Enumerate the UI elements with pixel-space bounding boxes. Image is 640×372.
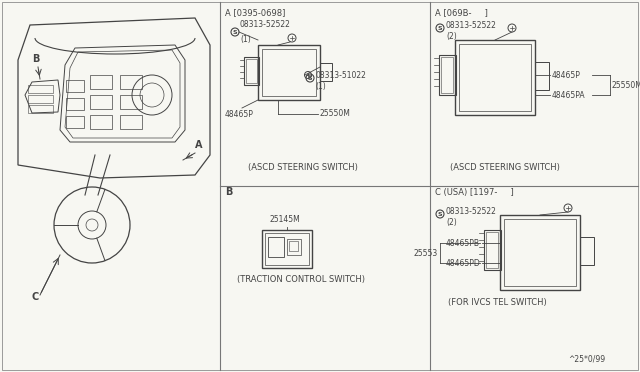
Text: (TRACTION CONTROL SWITCH): (TRACTION CONTROL SWITCH) <box>237 275 365 284</box>
Text: 25550M: 25550M <box>320 109 351 119</box>
Text: S: S <box>308 76 312 80</box>
Bar <box>439 55 456 95</box>
Bar <box>268 237 284 257</box>
Text: 25553: 25553 <box>413 248 438 257</box>
Text: (ASCD STEERING SWITCH): (ASCD STEERING SWITCH) <box>450 163 560 172</box>
Bar <box>441 57 453 93</box>
Text: S: S <box>233 29 237 35</box>
Text: B: B <box>32 54 40 64</box>
Bar <box>28 105 53 113</box>
Text: 48465P: 48465P <box>225 110 254 119</box>
Text: ^25*0/99: ^25*0/99 <box>568 355 605 364</box>
Bar <box>580 237 594 265</box>
Bar <box>28 85 53 93</box>
Bar <box>484 230 501 270</box>
Text: (2): (2) <box>446 32 457 41</box>
Bar <box>320 63 332 81</box>
Bar <box>289 241 298 251</box>
Bar <box>287 239 301 255</box>
Text: A [069B-     ]: A [069B- ] <box>435 8 488 17</box>
Bar <box>28 95 53 103</box>
Text: S: S <box>438 212 442 217</box>
Bar <box>120 75 142 89</box>
Text: (1): (1) <box>315 82 326 91</box>
Text: A [0395-0698]: A [0395-0698] <box>225 8 285 17</box>
Text: 48465PA: 48465PA <box>552 90 586 99</box>
Text: 48465PD: 48465PD <box>445 259 480 267</box>
Text: 08313-52522: 08313-52522 <box>446 20 497 29</box>
Text: C: C <box>32 292 39 302</box>
Bar <box>262 49 316 96</box>
Text: S: S <box>438 26 442 31</box>
Bar <box>500 215 580 290</box>
Text: 48465P: 48465P <box>552 71 581 80</box>
Text: (1): (1) <box>240 35 251 44</box>
Bar <box>244 57 259 85</box>
Bar <box>66 98 84 110</box>
Text: 08313-52522: 08313-52522 <box>240 20 291 29</box>
Bar <box>535 62 549 90</box>
Bar <box>66 80 84 92</box>
Text: 25550M: 25550M <box>612 80 640 90</box>
Text: (FOR IVCS TEL SWITCH): (FOR IVCS TEL SWITCH) <box>448 298 547 307</box>
Bar <box>504 219 576 286</box>
Bar <box>246 59 257 83</box>
Bar <box>66 116 84 128</box>
Text: 08313-52522: 08313-52522 <box>446 206 497 215</box>
Text: 25145M: 25145M <box>270 215 301 224</box>
Bar <box>258 45 320 100</box>
Text: 08313-51022: 08313-51022 <box>315 71 366 80</box>
Bar <box>265 233 309 265</box>
Bar <box>90 115 112 129</box>
Bar <box>90 75 112 89</box>
Text: (2): (2) <box>446 218 457 227</box>
Bar <box>120 95 142 109</box>
Bar <box>455 40 535 115</box>
Text: C (USA) [1197-     ]: C (USA) [1197- ] <box>435 188 514 197</box>
Text: (ASCD STEERING SWITCH): (ASCD STEERING SWITCH) <box>248 163 358 172</box>
Bar <box>459 44 531 111</box>
Text: A: A <box>195 140 202 150</box>
Bar <box>486 232 498 268</box>
Bar <box>120 115 142 129</box>
Text: B: B <box>225 187 232 197</box>
Bar <box>262 230 312 268</box>
Bar <box>90 95 112 109</box>
Text: 48465PB: 48465PB <box>446 238 480 247</box>
